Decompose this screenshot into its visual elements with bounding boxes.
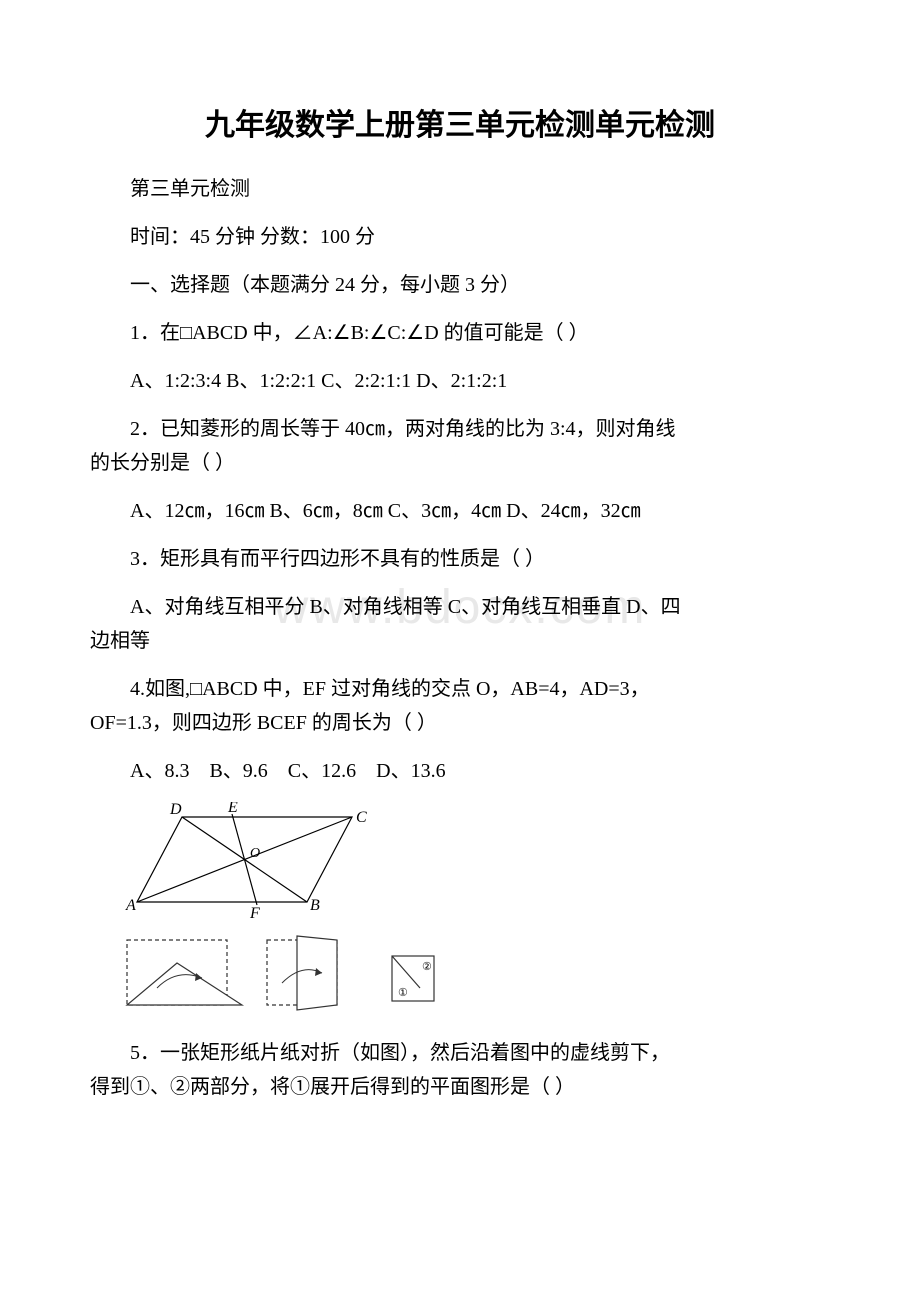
question-4-line1: 4.如图,□ABCD 中，EF 过对角线的交点 O，AB=4，AD=3， xyxy=(90,672,830,706)
question-2-line1: 2．已知菱形的周长等于 40㎝，两对角线的比为 3:4，则对角线 xyxy=(90,412,830,446)
question-4-options: A、8.3 B、9.6 C、12.6 D、13.6 xyxy=(90,754,830,788)
figures-block: A B C D E F O ① xyxy=(122,802,830,1018)
label-F: F xyxy=(249,905,260,922)
label-A: A xyxy=(125,897,136,914)
subtitle: 第三单元检测 xyxy=(90,172,830,206)
question-5: 5．一张矩形纸片纸对折（如图），然后沿着图中的虚线剪下， 得到①、②两部分，将①… xyxy=(90,1036,830,1104)
label-B: B xyxy=(310,897,320,914)
question-4-line2: OF=1.3，则四边形 BCEF 的周长为（ ） xyxy=(90,712,437,734)
label-E: E xyxy=(227,802,238,816)
label-part2: ② xyxy=(422,961,432,973)
question-3-opts-line1: A、对角线互相平分 B、对角线相等 C、对角线互相垂直 D、四 xyxy=(90,590,830,624)
question-3-options: A、对角线互相平分 B、对角线相等 C、对角线互相垂直 D、四 边相等 xyxy=(90,590,830,658)
section-heading: 一、选择题（本题满分 24 分，每小题 3 分） xyxy=(90,268,830,302)
question-5-line2: 得到①、②两部分，将①展开后得到的平面图形是（ ） xyxy=(90,1076,575,1098)
question-1: 1．在□ABCD 中，∠A:∠B:∠C:∠D 的值可能是（ ） xyxy=(90,316,830,350)
question-3: 3．矩形具有而平行四边形不具有的性质是（ ） xyxy=(90,542,830,576)
document-content: 九年级数学上册第三单元检测单元检测 第三单元检测 时间：45 分钟 分数：100… xyxy=(90,100,830,1104)
question-2-line2: 的长分别是（ ） xyxy=(90,452,235,474)
document-title: 九年级数学上册第三单元检测单元检测 xyxy=(90,100,830,144)
label-D: D xyxy=(169,802,182,818)
label-O: O xyxy=(250,846,260,861)
parallelogram-figure: A B C D E F O xyxy=(122,802,382,922)
question-4: 4.如图,□ABCD 中，EF 过对角线的交点 O，AB=4，AD=3， OF=… xyxy=(90,672,830,740)
question-2: 2．已知菱形的周长等于 40㎝，两对角线的比为 3:4，则对角线 的长分别是（ … xyxy=(90,412,830,480)
label-part1: ① xyxy=(398,987,408,999)
time-score: 时间：45 分钟 分数：100 分 xyxy=(90,220,830,254)
question-1-options: A、1:2:3:4 B、1:2:2:1 C、2:2:1:1 D、2:1:2:1 xyxy=(90,364,830,398)
fold-figure: ① ② xyxy=(122,928,462,1018)
label-C: C xyxy=(356,809,367,826)
question-5-line1: 5．一张矩形纸片纸对折（如图），然后沿着图中的虚线剪下， xyxy=(90,1036,830,1070)
question-2-options: A、12㎝，16㎝ B、6㎝，8㎝ C、3㎝，4㎝ D、24㎝，32㎝ xyxy=(90,494,830,528)
question-3-opts-line2: 边相等 xyxy=(90,630,150,652)
